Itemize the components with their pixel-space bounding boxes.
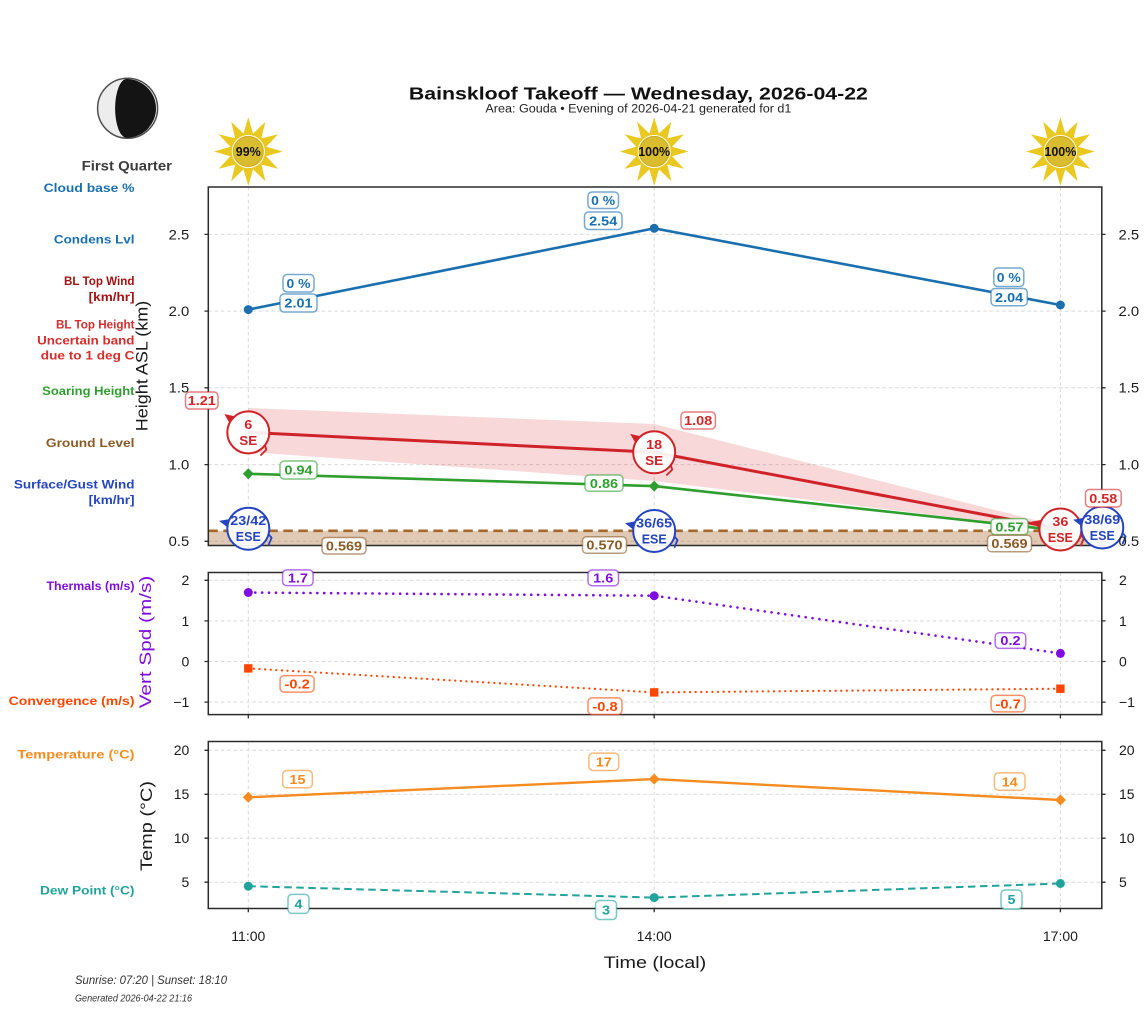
svg-text:100%: 100% [1044, 145, 1076, 159]
svg-text:0.58: 0.58 [1089, 491, 1117, 506]
svg-text:SE: SE [645, 454, 663, 468]
svg-text:Bainskloof Takeoff — Wednesday: Bainskloof Takeoff — Wednesday, 2026-04-… [409, 84, 868, 104]
svg-text:1: 1 [1119, 613, 1127, 629]
svg-text:-0.7: -0.7 [996, 696, 1021, 711]
svg-text:−1: −1 [1119, 694, 1135, 710]
svg-text:1: 1 [182, 613, 190, 629]
svg-text:4: 4 [295, 897, 304, 912]
svg-text:ESE: ESE [1090, 529, 1115, 543]
svg-text:0.5: 0.5 [169, 533, 190, 549]
svg-text:Sunrise: 07:20 | Sunset: 18:10: Sunrise: 07:20 | Sunset: 18:10 [75, 974, 228, 987]
svg-text:1.0: 1.0 [1119, 457, 1140, 473]
svg-text:2: 2 [182, 572, 190, 588]
svg-text:Generated 2026-04-22 21:16: Generated 2026-04-22 21:16 [75, 994, 192, 1005]
svg-text:-0.2: -0.2 [285, 677, 310, 692]
svg-text:15: 15 [1119, 786, 1135, 802]
svg-text:15: 15 [174, 786, 190, 802]
svg-text:0.2: 0.2 [1000, 633, 1020, 648]
svg-text:11:00: 11:00 [231, 928, 265, 944]
svg-text:5: 5 [182, 874, 190, 890]
svg-text:0.569: 0.569 [991, 536, 1027, 551]
svg-text:Surface/Gust Wind: Surface/Gust Wind [14, 477, 135, 491]
svg-text:Convergence (m/s): Convergence (m/s) [9, 694, 135, 708]
svg-text:14:00: 14:00 [637, 928, 672, 944]
svg-text:23/42: 23/42 [230, 514, 266, 528]
svg-text:2.04: 2.04 [995, 290, 1024, 305]
svg-text:Vert Spd (m/s): Vert Spd (m/s) [137, 576, 155, 709]
svg-text:BL Top Wind: BL Top Wind [64, 274, 135, 288]
svg-text:0: 0 [1119, 653, 1127, 669]
svg-text:Time (local): Time (local) [604, 954, 707, 972]
svg-text:2.5: 2.5 [1119, 226, 1140, 242]
svg-text:17:00: 17:00 [1043, 928, 1078, 944]
svg-text:20: 20 [174, 742, 190, 758]
svg-text:due to 1 deg C: due to 1 deg C [41, 348, 135, 362]
svg-text:Uncertain band: Uncertain band [37, 333, 134, 347]
svg-text:[km/hr]: [km/hr] [89, 290, 135, 304]
svg-text:First Quarter: First Quarter [82, 158, 173, 174]
svg-text:1.5: 1.5 [169, 380, 190, 396]
svg-text:2.0: 2.0 [169, 303, 190, 319]
svg-text:17: 17 [596, 755, 612, 770]
svg-text:1.08: 1.08 [684, 413, 712, 428]
svg-text:Ground Level: Ground Level [46, 436, 135, 450]
svg-text:5: 5 [1008, 892, 1016, 907]
svg-text:1.21: 1.21 [188, 393, 216, 408]
svg-text:0.94: 0.94 [284, 463, 313, 478]
svg-text:Area: Gouda • Evening of 2026-: Area: Gouda • Evening of 2026-04-21 gene… [485, 104, 791, 116]
svg-text:100%: 100% [638, 145, 670, 159]
svg-text:1.6: 1.6 [593, 571, 613, 586]
svg-text:2.01: 2.01 [284, 296, 312, 311]
svg-text:2.54: 2.54 [589, 213, 618, 228]
svg-text:Height ASL (km): Height ASL (km) [134, 301, 152, 432]
svg-text:Temperature (°C): Temperature (°C) [17, 748, 134, 762]
svg-text:Cloud base %: Cloud base % [44, 181, 135, 195]
svg-text:10: 10 [174, 830, 190, 846]
svg-text:0 %: 0 % [287, 276, 311, 291]
svg-text:1.7: 1.7 [288, 570, 308, 585]
svg-text:2: 2 [1119, 572, 1127, 588]
svg-text:38/69: 38/69 [1084, 513, 1120, 527]
svg-text:1.0: 1.0 [169, 457, 190, 473]
svg-text:Dew Point (°C): Dew Point (°C) [40, 884, 135, 898]
svg-text:36/65: 36/65 [636, 517, 672, 531]
svg-text:ESE: ESE [1048, 531, 1073, 545]
svg-text:Soaring Height: Soaring Height [42, 384, 134, 398]
svg-text:3: 3 [602, 903, 610, 918]
svg-text:2.0: 2.0 [1119, 303, 1140, 319]
svg-text:[km/hr]: [km/hr] [89, 493, 135, 507]
svg-text:99%: 99% [236, 145, 261, 159]
svg-text:Temp (°C): Temp (°C) [138, 781, 156, 871]
svg-text:Condens Lvl: Condens Lvl [54, 232, 135, 246]
svg-text:0 %: 0 % [591, 193, 615, 208]
svg-text:14: 14 [1002, 774, 1019, 789]
svg-text:18: 18 [646, 438, 662, 452]
svg-text:6: 6 [244, 418, 252, 432]
svg-text:0 %: 0 % [997, 270, 1021, 285]
svg-text:0.570: 0.570 [586, 538, 622, 553]
svg-text:0.5: 0.5 [1119, 533, 1140, 549]
svg-text:SE: SE [239, 434, 257, 448]
svg-text:10: 10 [1119, 830, 1135, 846]
svg-text:5: 5 [1119, 874, 1127, 890]
svg-text:0.569: 0.569 [326, 538, 362, 553]
svg-text:0: 0 [182, 653, 190, 669]
svg-text:ESE: ESE [236, 530, 261, 544]
svg-text:36: 36 [1052, 515, 1068, 529]
svg-text:0.86: 0.86 [590, 476, 618, 491]
svg-text:1.5: 1.5 [1119, 380, 1140, 396]
svg-text:BL Top Height: BL Top Height [56, 317, 135, 331]
svg-text:-0.8: -0.8 [592, 699, 617, 714]
svg-text:Thermals (m/s): Thermals (m/s) [47, 579, 135, 593]
svg-text:0.57: 0.57 [995, 519, 1023, 534]
svg-text:−1: −1 [173, 694, 189, 710]
svg-text:20: 20 [1119, 742, 1135, 758]
svg-text:ESE: ESE [642, 533, 667, 547]
svg-text:2.5: 2.5 [169, 226, 190, 242]
svg-text:15: 15 [289, 772, 305, 787]
